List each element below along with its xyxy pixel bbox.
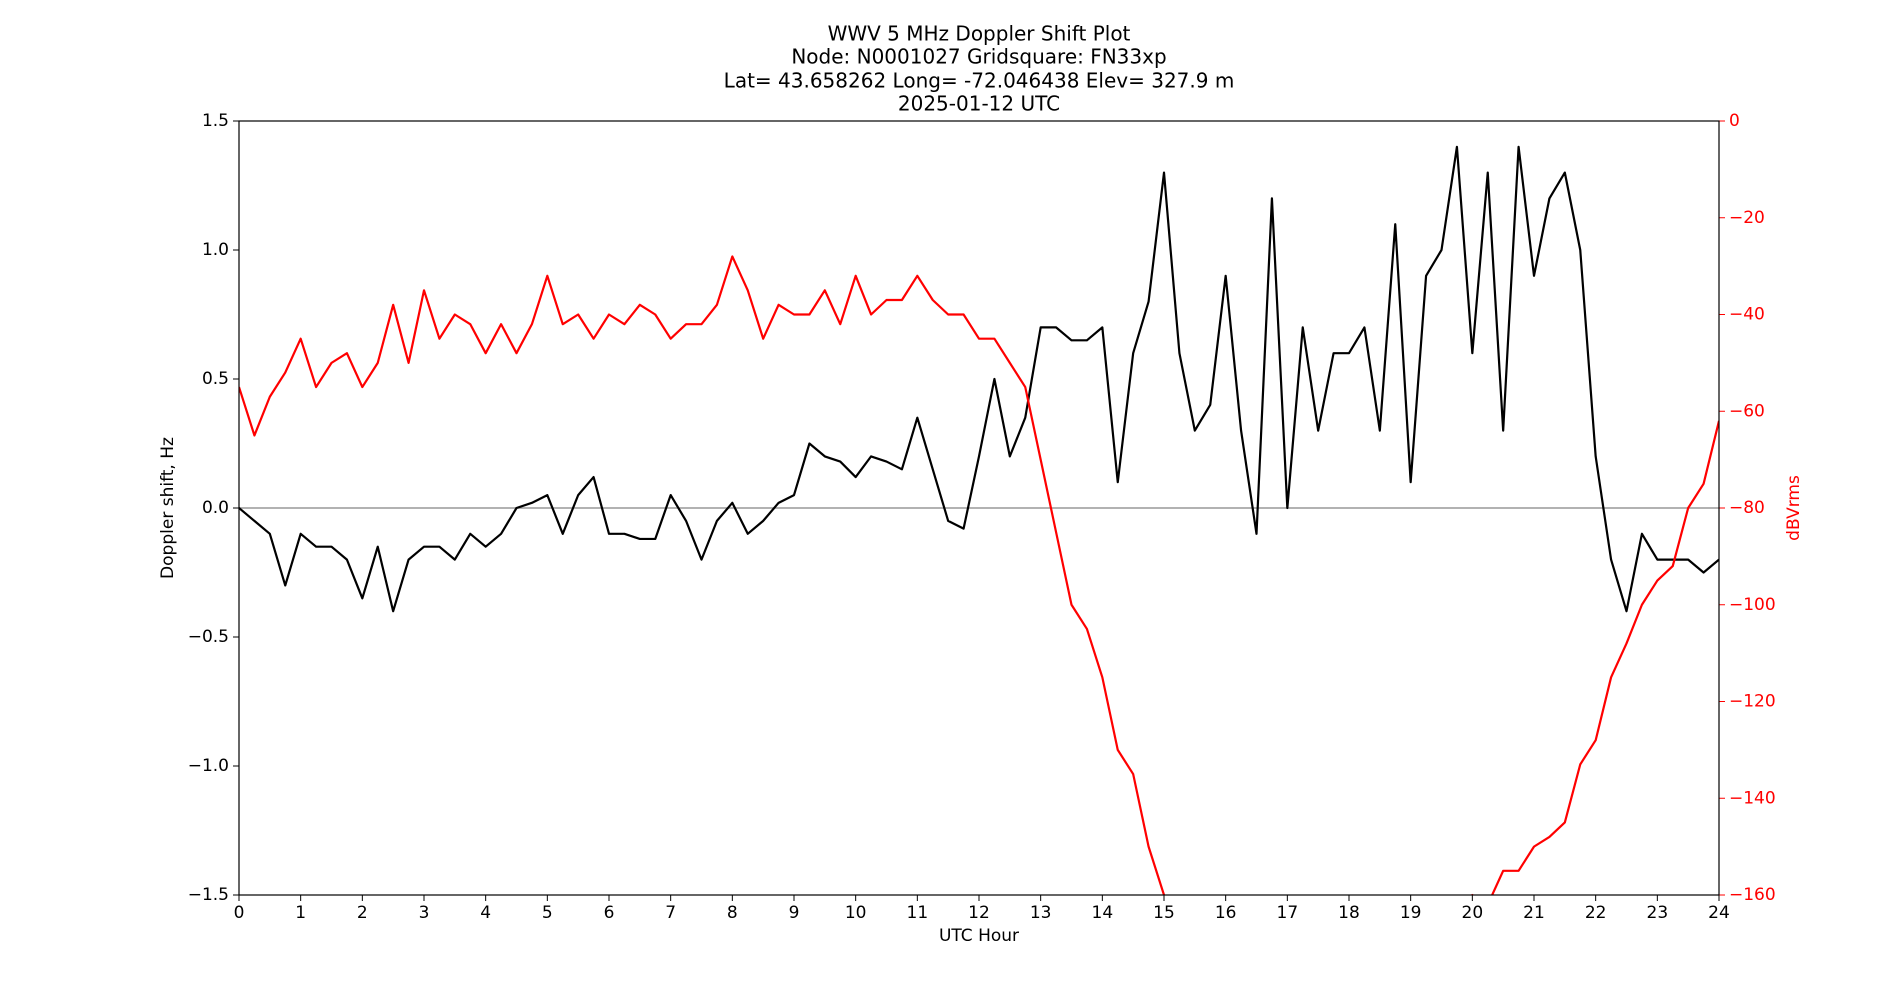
chart-title: WWV 5 MHz Doppler Shift Plot	[828, 22, 1131, 46]
x-tick-label: 13	[1030, 903, 1052, 923]
x-tick-label: 21	[1523, 903, 1545, 923]
chart-subtitle: 2025-01-12 UTC	[898, 92, 1060, 116]
y2-tick-label: −60	[1729, 401, 1765, 421]
x-tick-label: 17	[1277, 903, 1299, 923]
y-tick-label: 0.0	[202, 498, 229, 518]
x-tick-label: 15	[1153, 903, 1175, 923]
x-tick-label: 22	[1585, 903, 1607, 923]
y2-tick-label: −20	[1729, 208, 1765, 228]
y-tick-label: −1.0	[188, 756, 229, 776]
x-tick-label: 4	[480, 903, 491, 923]
x-axis-label: UTC Hour	[939, 926, 1019, 946]
y2-tick-label: −120	[1729, 692, 1776, 712]
x-tick-label: 0	[234, 903, 245, 923]
x-tick-label: 12	[968, 903, 990, 923]
y-axis-label: Doppler shift, Hz	[158, 437, 178, 579]
x-tick-label: 6	[604, 903, 615, 923]
x-tick-label: 3	[419, 903, 430, 923]
series-line	[239, 145, 1719, 613]
y-tick-label: 1.5	[202, 111, 229, 131]
y2-tick-label: −100	[1729, 595, 1776, 615]
x-tick-label: 24	[1708, 903, 1730, 923]
x-tick-label: 9	[789, 903, 800, 923]
chart-subtitle: Lat= 43.658262 Long= -72.046438 Elev= 32…	[724, 69, 1235, 93]
x-tick-label: 20	[1462, 903, 1484, 923]
x-tick-label: 14	[1092, 903, 1114, 923]
series-line	[239, 255, 1719, 895]
x-tick-label: 18	[1338, 903, 1360, 923]
y-tick-label: 0.5	[202, 369, 229, 389]
x-tick-label: 10	[845, 903, 867, 923]
x-tick-label: 1	[295, 903, 306, 923]
chart-subtitle: Node: N0001027 Gridsquare: FN33xp	[791, 45, 1166, 69]
x-tick-label: 8	[727, 903, 738, 923]
y2-tick-label: −80	[1729, 498, 1765, 518]
x-tick-label: 7	[665, 903, 676, 923]
x-tick-label: 23	[1647, 903, 1669, 923]
y-tick-label: −1.5	[188, 885, 229, 905]
y2-tick-label: −140	[1729, 788, 1776, 808]
x-tick-label: 5	[542, 903, 553, 923]
x-tick-label: 2	[357, 903, 368, 923]
y2-tick-label: 0	[1729, 111, 1740, 131]
plot-frame	[238, 120, 1720, 896]
x-tick-label: 11	[907, 903, 929, 923]
x-tick-label: 16	[1215, 903, 1237, 923]
y-tick-label: −0.5	[188, 627, 229, 647]
y-tick-label: 1.0	[202, 240, 229, 260]
y2-axis-label: dBVrms	[1784, 475, 1804, 541]
y2-tick-label: −160	[1729, 885, 1776, 905]
x-tick-label: 19	[1400, 903, 1422, 923]
y2-tick-label: −40	[1729, 305, 1765, 325]
